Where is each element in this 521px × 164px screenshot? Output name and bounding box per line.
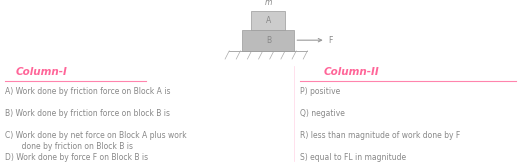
Text: S) equal to FL in magnitude: S) equal to FL in magnitude bbox=[300, 153, 406, 162]
Text: A: A bbox=[266, 16, 271, 25]
Text: C) Work done by net force on Block A plus work
       done by friction on Block : C) Work done by net force on Block A plu… bbox=[5, 131, 187, 151]
Text: A) Work done by friction force on Block A is: A) Work done by friction force on Block … bbox=[5, 87, 171, 96]
Text: B: B bbox=[266, 36, 271, 45]
Text: m: m bbox=[265, 0, 272, 7]
Bar bbox=[252, 11, 286, 30]
Text: D) Work done by force F on Block B is: D) Work done by force F on Block B is bbox=[5, 153, 148, 162]
Text: P) positive: P) positive bbox=[300, 87, 340, 96]
Text: B) Work done by friction force on block B is: B) Work done by friction force on block … bbox=[5, 109, 170, 118]
Bar bbox=[242, 30, 294, 51]
Text: F: F bbox=[328, 36, 332, 45]
Text: R) less than magnitude of work done by F: R) less than magnitude of work done by F bbox=[300, 131, 460, 140]
Text: Q) negative: Q) negative bbox=[300, 109, 344, 118]
Text: Column-II: Column-II bbox=[324, 67, 380, 77]
Text: Column-I: Column-I bbox=[16, 67, 68, 77]
